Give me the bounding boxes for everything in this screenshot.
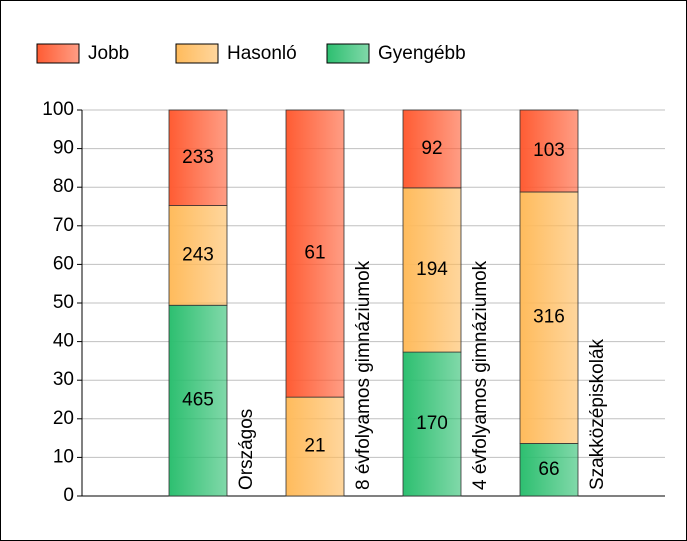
- data-label: 92: [421, 138, 442, 159]
- data-label: 465: [182, 390, 214, 411]
- y-tick-label: 100: [42, 99, 74, 120]
- x-tick-label: Szakközépiskolák: [587, 338, 608, 490]
- y-tick-label: 50: [53, 292, 74, 313]
- legend-label: Hasonló: [227, 43, 297, 64]
- legend-swatch: [36, 43, 80, 64]
- y-tick-label: 20: [53, 408, 74, 429]
- bar-segment: [168, 109, 228, 206]
- y-tick-label: 70: [53, 215, 74, 236]
- y-tick-label: 40: [53, 331, 74, 352]
- y-tick-label: 0: [63, 485, 74, 506]
- y-tick-label: 90: [53, 138, 74, 159]
- bar-segment: [168, 304, 228, 497]
- data-label: 66: [538, 459, 559, 480]
- data-label: 233: [182, 147, 214, 168]
- x-tick-label: Országos: [236, 409, 257, 490]
- bar-segment: [402, 109, 462, 189]
- bar-segment: [519, 109, 579, 193]
- data-label: 243: [182, 244, 214, 265]
- data-label: 61: [304, 243, 325, 264]
- data-label: 194: [416, 259, 448, 280]
- legend-label: Gyengébb: [378, 43, 466, 64]
- bar-segment: [402, 187, 462, 353]
- legend-swatch: [175, 43, 219, 64]
- data-label: 316: [533, 307, 565, 328]
- x-tick-label: 8 évfolyamos gimnáziumok: [353, 260, 374, 490]
- bar-segment: [285, 396, 345, 497]
- data-label: 21: [304, 436, 325, 457]
- y-tick-label: 10: [53, 446, 74, 467]
- y-tick-label: 60: [53, 253, 74, 274]
- data-label: 170: [416, 413, 448, 434]
- y-tick-label: 80: [53, 176, 74, 197]
- x-tick-label: 4 évfolyamos gimnáziumok: [470, 260, 491, 490]
- bar-segment: [285, 109, 345, 398]
- bar-segment: [519, 443, 579, 497]
- legend-swatch: [326, 43, 370, 64]
- bar-segment: [402, 351, 462, 497]
- legend-label: Jobb: [88, 43, 129, 64]
- data-label: 103: [533, 140, 565, 161]
- y-tick-label: 30: [53, 369, 74, 390]
